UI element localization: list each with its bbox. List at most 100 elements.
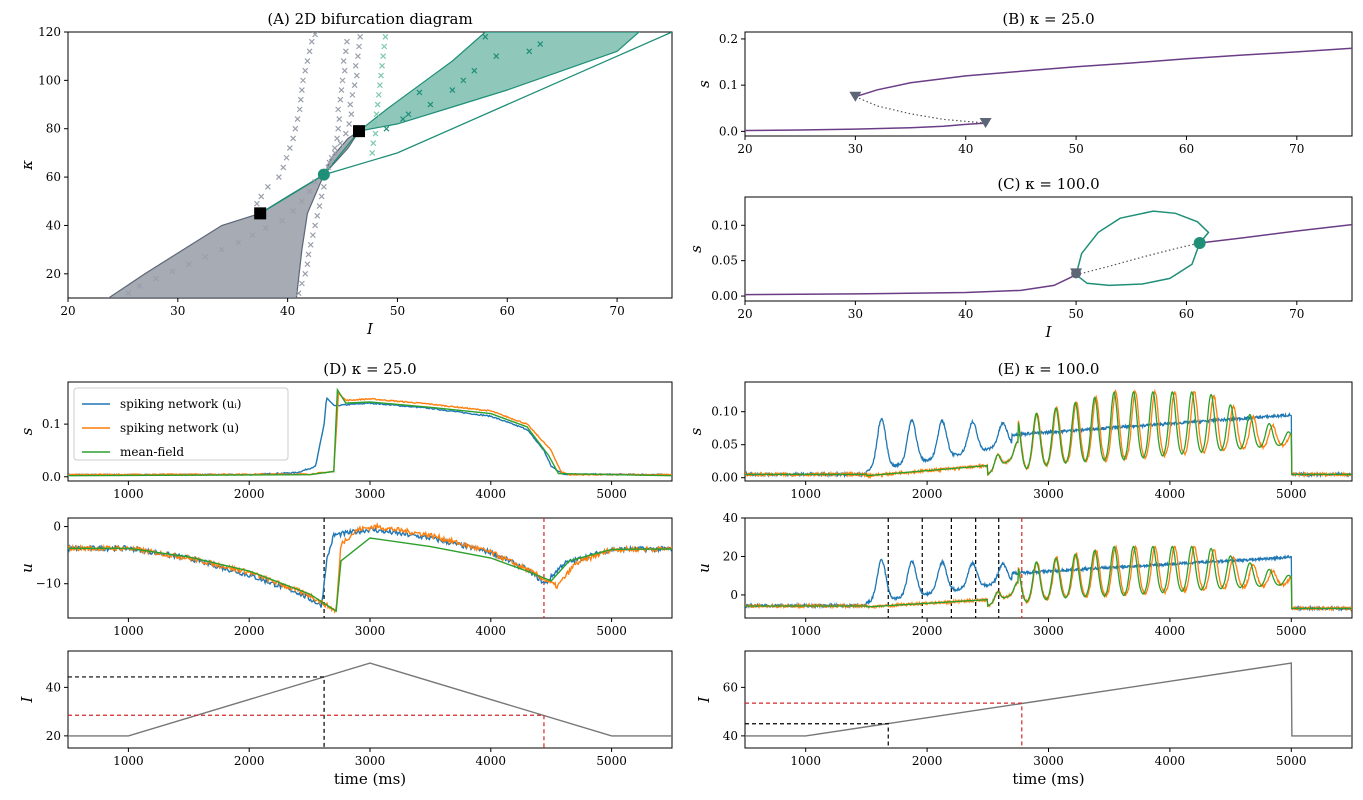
- x-tick-label: 1000: [113, 487, 144, 501]
- limit-cycle-min: [1075, 242, 1201, 287]
- y-tick-label: 0.1: [42, 417, 61, 431]
- panel-c: 20 30 40 50 60 70 0.00 0.05 0.10: [711, 196, 1353, 321]
- cross-marker: [286, 145, 293, 151]
- plot-area-d2: [68, 518, 672, 618]
- cross-marker: [312, 32, 319, 38]
- cross-marker: [264, 183, 271, 190]
- y-tick-label: 100: [38, 73, 61, 87]
- x-tick-label: 60: [1179, 307, 1194, 321]
- x-tick-label: 3000: [355, 487, 386, 501]
- cross-marker: [307, 241, 314, 248]
- y-tick-label: 0.0: [42, 470, 61, 484]
- y-tick-label: 0.05: [711, 438, 738, 452]
- y-tick-label: 0.00: [711, 471, 738, 485]
- cross-marker: [302, 270, 309, 277]
- y-axis-label: u: [18, 563, 36, 573]
- y-tick-label: 60: [723, 680, 738, 694]
- cross-marker: [334, 135, 340, 142]
- y-tick-label: 0.10: [711, 405, 738, 419]
- cross-marker: [312, 179, 319, 185]
- cross-marker: [258, 193, 265, 200]
- x-tick-label: 2000: [234, 487, 265, 501]
- panel-e2: 1000 2000 3000 4000 5000 0 20 40: [723, 511, 1353, 638]
- x-tick-label: 1000: [113, 754, 144, 768]
- axes-frame: [67, 517, 673, 619]
- x-tick-label: 3000: [1033, 487, 1064, 501]
- cross-marker: [279, 217, 286, 224]
- x-tick-label: 4000: [1155, 487, 1186, 501]
- y-tick-label: 40: [46, 680, 61, 694]
- cross-marker: [312, 222, 319, 229]
- cross-marker: [249, 232, 256, 239]
- panel-d3: 1000 2000 3000 4000 5000 20 40: [46, 650, 673, 768]
- x-tick-label: 3000: [1033, 754, 1064, 768]
- x-tick-label: 50: [390, 304, 405, 318]
- axes-frame: [744, 517, 1353, 619]
- cross-marker: [318, 193, 325, 200]
- x-tick-label: 2000: [234, 754, 265, 768]
- cross-marker: [308, 38, 315, 45]
- hopf-point-marker: [1193, 236, 1206, 249]
- cross-marker: [460, 77, 467, 84]
- y-tick-label: 20: [46, 267, 61, 281]
- x-tick-label: 40: [958, 307, 973, 321]
- series-line: [745, 390, 1352, 477]
- axes-frame: [67, 650, 673, 749]
- cross-marker: [302, 67, 309, 74]
- cross-marker: [353, 72, 360, 79]
- series-line: [68, 521, 672, 614]
- gray-bistable-region: [107, 130, 360, 298]
- panel-title: (D) κ = 25.0: [323, 360, 416, 378]
- cross-marker: [336, 116, 343, 122]
- cross-marker: [152, 275, 159, 282]
- cross-marker: [379, 62, 386, 69]
- cross-marker: [370, 140, 377, 147]
- series-line: [745, 662, 1352, 737]
- cross-marker: [378, 72, 384, 79]
- y-tick-label: 0.0: [719, 124, 738, 138]
- y-tick-label: 120: [38, 25, 61, 39]
- series-line: [745, 544, 1352, 612]
- cross-marker: [482, 33, 489, 40]
- cross-marker: [374, 101, 381, 108]
- cross-marker: [371, 120, 378, 127]
- unstable-branch: [855, 96, 986, 124]
- plot-area-c: [745, 210, 1352, 296]
- axes-frame: [744, 650, 1353, 749]
- x-tick-label: 20: [737, 142, 752, 156]
- limit-cycle-max: [1075, 210, 1210, 275]
- x-tick-label: 50: [1068, 142, 1083, 156]
- x-tick-label: 2000: [234, 624, 265, 638]
- axes-frame: [67, 381, 673, 482]
- cross-marker: [283, 154, 290, 161]
- cross-marker: [375, 91, 382, 98]
- cross-marker: [357, 33, 364, 40]
- y-axis-label: s: [695, 80, 713, 88]
- cross-marker: [346, 120, 353, 127]
- panel-a: 20 30 40 50 60 70 20 40 60 80 100 120: [38, 25, 673, 318]
- codim2-square-marker: [353, 125, 366, 138]
- cross-marker: [342, 130, 349, 137]
- cross-marker: [320, 183, 327, 190]
- guide-line: [745, 723, 889, 748]
- y-tick-label: 0.00: [711, 289, 738, 303]
- cross-marker: [382, 33, 389, 40]
- x-tick-label: 3000: [355, 624, 386, 638]
- cross-marker: [309, 232, 316, 239]
- y-tick-label: 0: [730, 588, 738, 602]
- legend-item: spiking network (uᵢ): [120, 397, 242, 411]
- cross-marker: [337, 96, 344, 103]
- cross-marker: [295, 290, 302, 297]
- y-tick-label: 40: [723, 729, 738, 743]
- cross-marker: [290, 208, 297, 214]
- x-tick-label: 70: [609, 304, 624, 318]
- x-tick-label: 1000: [790, 487, 821, 501]
- x-tick-label: 2000: [912, 487, 943, 501]
- panel-e1: 1000 2000 3000 4000 5000 0.00 0.05 0.10: [711, 381, 1353, 501]
- cross-marker: [296, 106, 303, 113]
- cross-marker: [300, 77, 306, 84]
- axes-frame: [744, 381, 1353, 482]
- cross-marker: [344, 38, 350, 45]
- x-tick-label: 4000: [1155, 624, 1186, 638]
